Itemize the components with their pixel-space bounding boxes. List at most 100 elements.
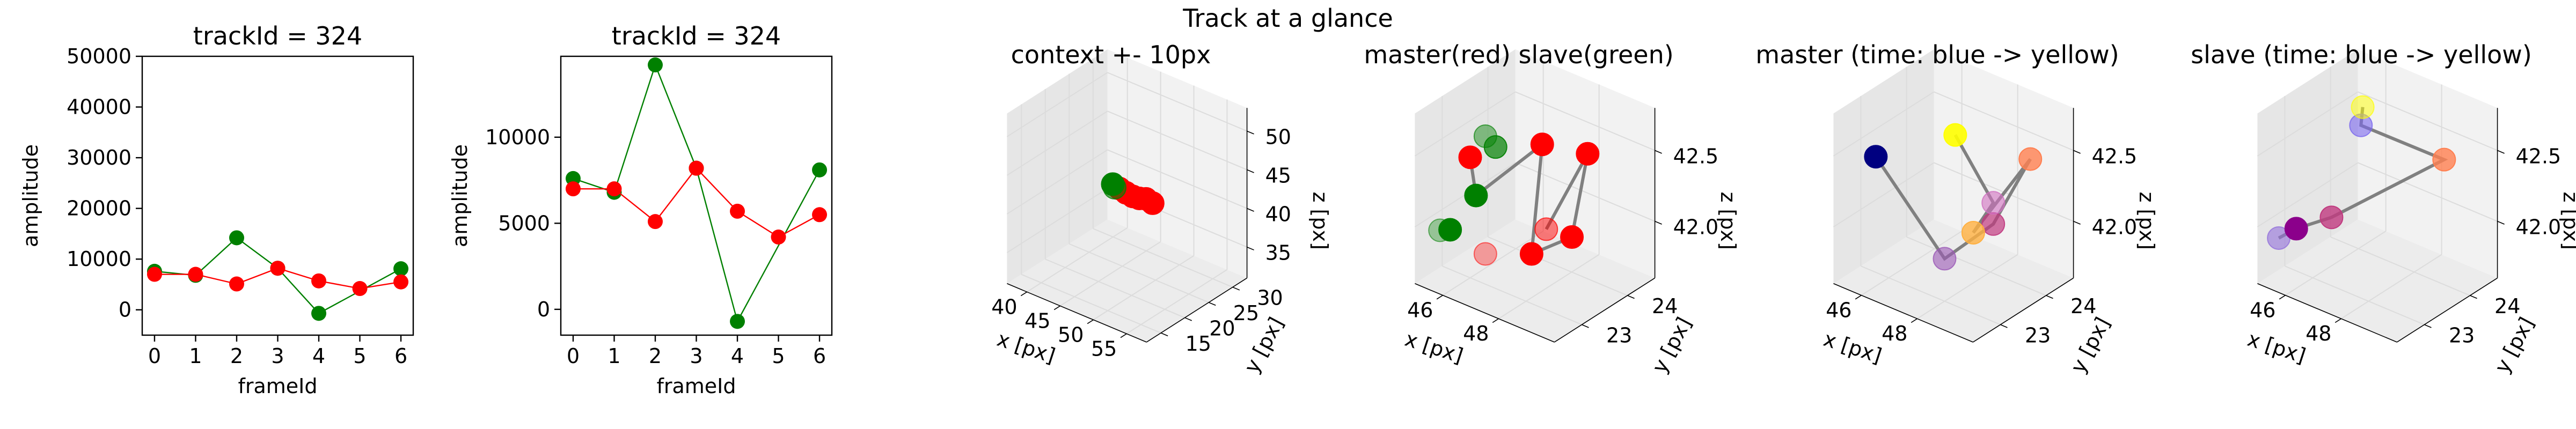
y-tick-label: 50000 [67, 45, 131, 68]
x-tick-label: 55 [1091, 337, 1117, 360]
chart-title: trackId = 324 [193, 21, 362, 50]
y-tick-label: 23 [2449, 323, 2475, 347]
scatter3d-chart-4: 46 48 23 24 42.0 42.5 x [px] y [px] z [px] master… [1364, 40, 1740, 377]
y-tick-label: 30000 [67, 146, 131, 169]
pane-floor [1007, 219, 1247, 342]
x-tick [1436, 294, 1443, 300]
x-tick-label: 48 [1463, 322, 1489, 345]
y-axis-line [2396, 277, 2498, 343]
y-tick-label: 23 [1606, 323, 1632, 347]
data-point [1576, 142, 1600, 166]
x-tick-label: 46 [2250, 299, 2275, 322]
grid-line [1093, 228, 1233, 288]
data-point [1943, 123, 1967, 147]
grid-line [2358, 162, 2498, 222]
data-point [393, 274, 409, 290]
line-chart-2: 0 1 2 3 4 5 6 0 5000 10000 trackId = 324 frameId amp… [448, 21, 833, 398]
grid-line [1021, 273, 1161, 334]
z-tick [2497, 150, 2505, 154]
x-axis-line [1833, 283, 1973, 343]
grid-line [1488, 236, 1628, 296]
grid-line [1934, 91, 2074, 151]
x-tick-label: 1 [189, 344, 202, 368]
x-tick [1087, 319, 1094, 324]
y-tick-label: 10000 [485, 125, 550, 149]
grid-line [2285, 265, 2425, 326]
data-point [565, 181, 581, 197]
x-tick [1053, 305, 1060, 310]
data-point [606, 181, 622, 197]
data-point [1438, 218, 1462, 242]
y-axis-label: y [px] [2490, 313, 2539, 377]
y-axis-label: amplitude [19, 144, 42, 247]
y-tick-label: 20000 [67, 197, 131, 220]
grid-line [1059, 241, 1161, 307]
grid-line [1069, 243, 1209, 303]
z-tick-label: 42.5 [2092, 144, 2138, 168]
x-tick-label: 2 [230, 344, 243, 368]
data-point [1933, 247, 1957, 271]
x-tick-label: 40 [991, 295, 1017, 319]
data-point [1464, 183, 1488, 208]
data-point [352, 281, 368, 297]
y-tick [1232, 286, 1240, 291]
x-axis-label: frameId [238, 374, 317, 398]
y-axis-line [1146, 277, 1248, 343]
y-axis-label: y [px] [2066, 313, 2115, 377]
x-tick-label: 6 [394, 344, 407, 368]
x-tick-label: 48 [2306, 322, 2331, 345]
data-point [730, 314, 745, 329]
data-point [647, 214, 663, 230]
x-tick-label: 5 [772, 344, 785, 368]
y-tick [1160, 332, 1168, 337]
z-axis-label: z [px] [2559, 192, 2576, 250]
chart-title: slave (time: blue -> yellow) [2191, 40, 2532, 69]
line-chart-1: 0 1 2 3 4 5 6 0 10000 20000 30000 40000 50000 trackId… [19, 21, 414, 398]
x-tick [1020, 291, 1027, 297]
z-tick [1247, 208, 1254, 212]
x-tick [1911, 318, 1918, 323]
data-point [647, 57, 663, 73]
scatter3d-chart-6: 46 48 23 24 42.0 42.5 x [px] y [px] z [px] slave … [2191, 40, 2576, 377]
grid-line [2340, 254, 2442, 320]
plot-frame [560, 55, 833, 336]
x-tick-label: 45 [1024, 309, 1050, 332]
charts-container: 0 1 2 3 4 5 601000020000300004000050000trackId… [19, 21, 2576, 398]
plot-frame [141, 55, 414, 336]
data-point [229, 276, 244, 292]
data-point [393, 261, 409, 277]
y-axis-label: amplitude [448, 144, 472, 247]
z-tick [2497, 220, 2505, 225]
x-tick-label: 46 [1826, 299, 1851, 322]
z-tick [1247, 169, 1254, 173]
grid-line [1498, 254, 1600, 320]
grid-line [1107, 110, 1247, 171]
grid-line [1126, 269, 1227, 335]
data-point [270, 261, 286, 276]
z-tick-label: 40 [1265, 203, 1291, 226]
z-tick [2073, 150, 2081, 154]
chart-title: master (time: blue -> yellow) [1755, 40, 2119, 69]
pane-left [1007, 49, 1108, 284]
grid-line [2330, 236, 2470, 296]
x-tick [1855, 294, 1862, 300]
x-tick-label: 46 [1407, 299, 1433, 322]
grid-line [1027, 227, 1128, 293]
data-point [1864, 145, 1888, 169]
grid-line [2257, 162, 2359, 227]
data-point [689, 160, 704, 176]
y-tick-label: 20 [1209, 317, 1235, 341]
data-point [311, 273, 327, 289]
x-axis-line [2257, 283, 2397, 343]
x-axis-label: x [px] [2245, 327, 2309, 368]
y-tick [2470, 295, 2477, 299]
data-point [1428, 218, 1452, 242]
data-point [730, 203, 745, 219]
data-point [771, 230, 786, 245]
chart-title: trackId = 324 [612, 21, 781, 50]
y-tick [1582, 324, 1589, 328]
grid-line [1833, 91, 1935, 157]
z-tick [1247, 130, 1254, 135]
